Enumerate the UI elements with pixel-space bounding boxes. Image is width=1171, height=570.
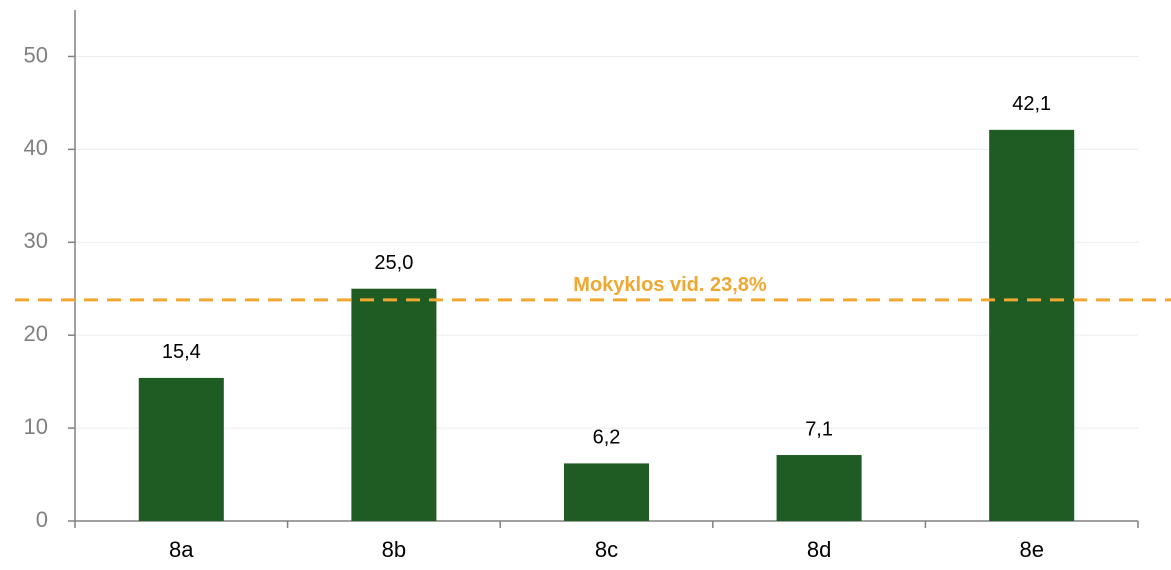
value-label: 42,1	[1012, 93, 1051, 115]
value-label: 15,4	[162, 341, 201, 363]
x-tick-label: 8a	[169, 537, 194, 562]
reference-label: Mokyklos vid. 23,8%	[573, 274, 767, 296]
x-tick-label: 8b	[382, 537, 406, 562]
y-tick-label: 10	[24, 414, 48, 439]
value-label: 7,1	[805, 418, 833, 440]
bar	[138, 377, 224, 521]
value-label: 6,2	[593, 427, 621, 449]
y-tick-label: 30	[24, 228, 48, 253]
bar	[563, 463, 650, 521]
bar	[989, 129, 1075, 521]
bar	[351, 288, 437, 521]
y-tick-label: 50	[24, 42, 48, 67]
x-tick-label: 8e	[1019, 537, 1043, 562]
x-tick-label: 8c	[595, 537, 618, 562]
bar	[776, 455, 862, 521]
y-tick-label: 20	[24, 321, 48, 346]
value-label: 25,0	[374, 252, 413, 274]
y-tick-label: 40	[24, 135, 48, 160]
y-tick-label: 0	[36, 507, 48, 532]
x-tick-label: 8d	[807, 537, 831, 562]
